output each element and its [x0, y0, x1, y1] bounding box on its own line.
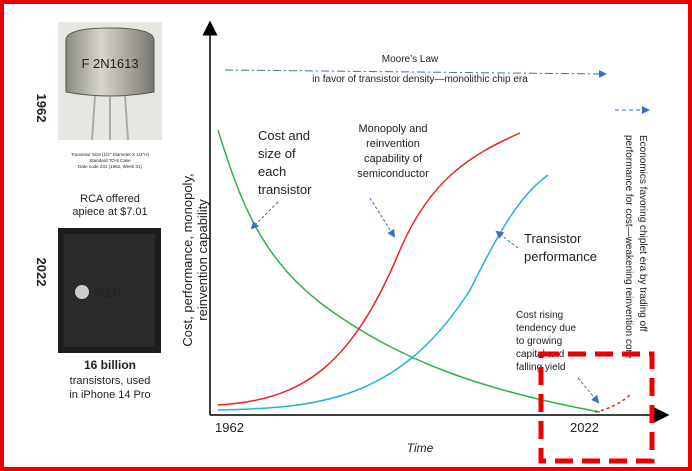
- caption: Transistor Size (1/4" Diameter X 1/4"H): [71, 152, 150, 157]
- chip-logo: [75, 285, 89, 299]
- slide: 1962 F 2N1613 Transistor Size (1/4" Diam…: [0, 0, 692, 471]
- performance-curve: [218, 175, 548, 410]
- cost-rising-label: Cost rising tendency due to growing capi…: [516, 310, 576, 373]
- year-label: 2022: [34, 258, 49, 287]
- pointer: [252, 202, 278, 228]
- label-line: each: [258, 164, 286, 179]
- can-marking: F 2N1613: [81, 56, 138, 71]
- caption: Standard TO-5 Case: [89, 158, 131, 163]
- pointer: [578, 378, 598, 402]
- label-line: tendency due: [516, 323, 576, 334]
- pointer: [497, 232, 518, 248]
- monopoly-label: Monopoly and reinvention capability of s…: [357, 123, 429, 180]
- cost-rising-curve: [595, 395, 630, 412]
- label-line: transistor: [258, 182, 312, 197]
- count-note: in iPhone 14 Pro: [69, 389, 150, 401]
- label-line: size of: [258, 146, 296, 161]
- label-line: reinvention: [366, 138, 420, 150]
- price-note: apiece at $7.01: [72, 206, 147, 218]
- performance-label: Transistor performance: [524, 231, 597, 264]
- count-note: transistors, used: [70, 375, 151, 387]
- moores-law: in favor of transistor density—monolithi…: [312, 74, 528, 85]
- label-line: Cost rising: [516, 310, 563, 321]
- label-line: Cost and: [258, 128, 310, 143]
- chiplet-label: performance for cost—weakening reinventi…: [623, 135, 634, 359]
- label-line: capability of: [364, 153, 423, 165]
- label-line: Transistor: [524, 231, 582, 246]
- price-note: RCA offered: [80, 193, 140, 205]
- y-axis-label: Cost, performance, monopoly,: [180, 173, 195, 346]
- left-panel: 1962 F 2N1613 Transistor Size (1/4" Diam…: [34, 22, 162, 401]
- moores-law: Moore’s Law: [382, 54, 439, 65]
- label-line: Monopoly and: [358, 123, 427, 135]
- x-end-label: 2022: [570, 420, 599, 435]
- chip-label: A16: [94, 284, 121, 301]
- caption: Date code 231 (1962, Week 31): [78, 164, 142, 169]
- label-line: semiconductor: [357, 168, 429, 180]
- chiplet-label: Economics favoring chiplet era by tradin…: [637, 135, 648, 332]
- x-start-label: 1962: [215, 420, 244, 435]
- year-label: 1962: [34, 94, 49, 123]
- y-axis-label: reinvention capability: [195, 199, 210, 321]
- x-axis-label: Time: [407, 441, 434, 455]
- pointer: [370, 198, 394, 236]
- label-line: performance: [524, 249, 597, 264]
- count-title: 16 billion: [84, 358, 136, 372]
- label-line: to growing: [516, 336, 562, 347]
- cost-label: Cost and size of each transistor: [258, 128, 312, 197]
